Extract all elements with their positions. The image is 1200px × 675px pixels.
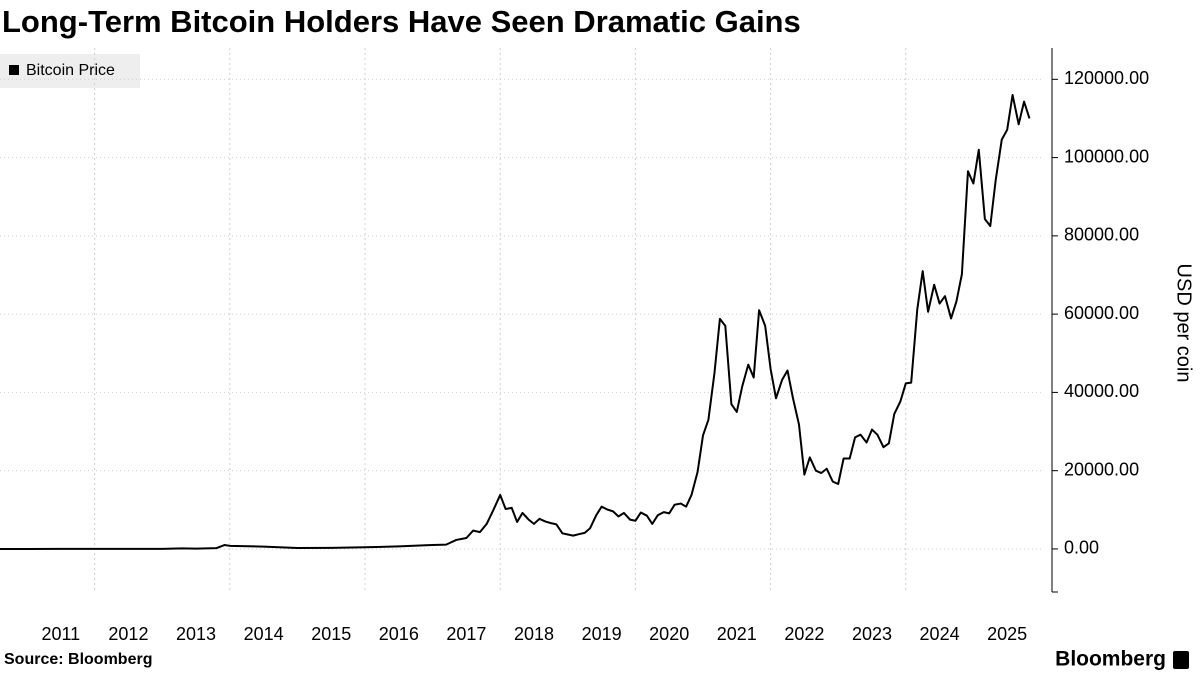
legend-box (0, 54, 140, 88)
x-tick-label: 2018 (514, 624, 554, 644)
y-tick-label: 20000.00 (1064, 459, 1139, 479)
legend-swatch (9, 65, 19, 75)
y-tick-label: 0.00 (1064, 538, 1099, 558)
legend-label: Bitcoin Price (26, 62, 115, 79)
x-tick-label: 2020 (649, 624, 689, 644)
x-tick-label: 2022 (784, 624, 824, 644)
x-tick-label: 2011 (41, 624, 80, 644)
brand-icon (1173, 651, 1189, 669)
x-tick-label: 2021 (717, 624, 757, 644)
x-tick-label: 2015 (311, 624, 351, 644)
x-tick-label: 2017 (446, 624, 486, 644)
y-tick-label: 80000.00 (1064, 225, 1139, 245)
y-tick-label: 120000.00 (1064, 68, 1149, 88)
x-tick-label: 2023 (852, 624, 892, 644)
chart-title: Long-Term Bitcoin Holders Have Seen Dram… (2, 4, 801, 39)
x-tick-label: 2014 (244, 624, 284, 644)
price-line (0, 93, 1031, 550)
y-tick-label: 100000.00 (1064, 146, 1149, 166)
y-axis-label: USD per coin (1173, 264, 1195, 383)
x-tick-label: 2016 (379, 624, 419, 644)
source: Source: Bloomberg (4, 651, 152, 668)
brand: Bloomberg (1055, 648, 1166, 671)
y-tick-label: 60000.00 (1064, 303, 1139, 323)
x-tick-label: 2025 (987, 624, 1027, 644)
x-tick-label: 2024 (920, 624, 960, 644)
x-tick-label: 2019 (582, 624, 622, 644)
x-tick-label: 2012 (108, 624, 148, 644)
y-tick-label: 40000.00 (1064, 381, 1139, 401)
x-tick-label: 2013 (176, 624, 216, 644)
